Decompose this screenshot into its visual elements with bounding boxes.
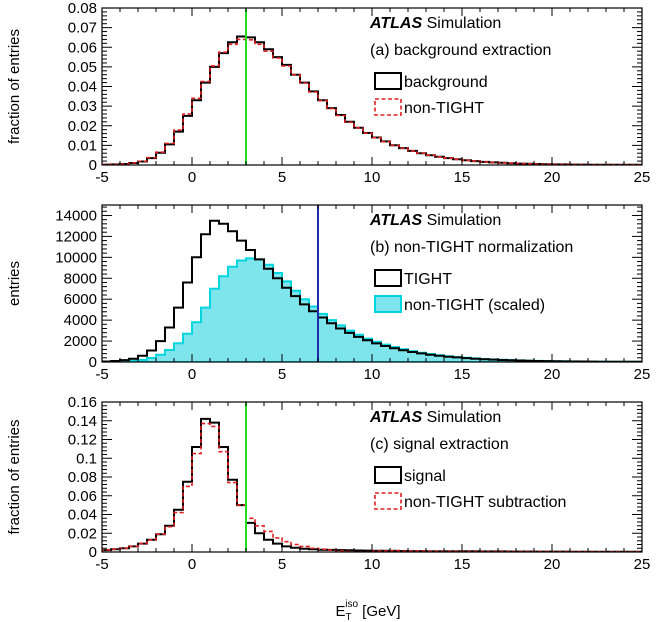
x-tick-label: 25 (634, 169, 651, 186)
y-tick-label: 6000 (64, 291, 97, 308)
y-tick-label: 0.16 (68, 394, 97, 411)
panel-a: -5 0 5 10 15 20 2500.010.020.030.040.050.060.0… (6, 0, 650, 186)
y-tick-label: 0.03 (68, 98, 97, 115)
x-tick-label: 10 (364, 556, 381, 573)
y-axis-label: entries (6, 261, 23, 306)
y-tick-label: 0.04 (68, 79, 97, 96)
legend-label: TIGHT (404, 271, 452, 288)
x-axis-label: ETiso [GeV] (335, 599, 400, 622)
brand-text: ATLAS Simulation (369, 212, 501, 229)
brand-atlas: ATLAS (369, 409, 422, 426)
x-tick-label: 0 (188, 556, 196, 573)
panel-b: -5 0 5 10 15 20 250200040006000800010000120001… (6, 204, 651, 383)
x-tick-label: 5 (278, 556, 286, 573)
legend-label: non-TIGHT subtraction (404, 494, 566, 511)
brand-simulation: Simulation (422, 212, 501, 229)
brand-atlas: ATLAS (369, 15, 422, 32)
y-tick-label: 12000 (55, 228, 97, 245)
brand-text: ATLAS Simulation (369, 409, 501, 426)
x-tick-label: 0 (188, 169, 196, 186)
y-tick-label: 14000 (55, 207, 97, 224)
y-tick-label: 0.14 (68, 413, 97, 430)
panel-annotation: (b) non-TIGHT normalization (370, 239, 573, 256)
brand-text: ATLAS Simulation (369, 15, 501, 32)
legend-swatch (374, 98, 402, 116)
x-tick-label: 25 (634, 366, 651, 383)
y-tick-label: 0.02 (68, 118, 97, 135)
x-axis-label-unit: [GeV] (358, 603, 401, 620)
y-tick-label: 0.05 (68, 59, 97, 76)
y-tick-label: 0.01 (68, 137, 97, 154)
y-tick-label: 4000 (64, 312, 97, 329)
y-tick-label: 0.1 (76, 450, 97, 467)
legend-label: non-TIGHT (scaled) (404, 297, 545, 314)
y-tick-label: 0.08 (68, 469, 97, 486)
y-tick-label: 0.07 (68, 20, 97, 37)
y-tick-label: 0.12 (68, 432, 97, 449)
panel-annotation: (a) background extraction (370, 42, 551, 59)
y-tick-label: 0.06 (68, 39, 97, 56)
x-tick-label: 15 (454, 366, 471, 383)
brand-atlas: ATLAS (369, 212, 422, 229)
x-tick-label: 5 (278, 169, 286, 186)
panels: -5 0 5 10 15 20 2500.010.020.030.040.050.060.0… (6, 0, 650, 573)
panel-c: -5 0 5 10 15 20 2500.020.040.060.080.10.120.14… (6, 394, 650, 573)
brand-simulation: Simulation (422, 15, 501, 32)
x-tick-label: 15 (454, 556, 471, 573)
y-tick-label: 0.04 (68, 507, 97, 524)
x-tick-label: -5 (95, 556, 108, 573)
y-tick-label: 0 (89, 354, 97, 371)
y-tick-label: 2000 (64, 333, 97, 350)
legend-swatch (374, 269, 402, 287)
plot-area (102, 205, 642, 362)
series-line-b-0 (102, 219, 642, 362)
y-tick-label: 0 (89, 544, 97, 561)
legend-label: signal (404, 468, 446, 485)
x-axis-label-sup: iso (345, 599, 358, 610)
x-tick-label: 20 (544, 366, 561, 383)
x-tick-label: 10 (364, 169, 381, 186)
y-tick-label: 0 (89, 157, 97, 174)
plot-area (102, 8, 642, 165)
x-axis-label-main: E (335, 603, 345, 620)
x-tick-label: -5 (95, 366, 108, 383)
legend-swatch (374, 295, 402, 313)
legend-label: non-TIGHT (404, 100, 484, 117)
legend-label: background (404, 74, 488, 91)
y-axis-label: fraction of entries (6, 29, 23, 144)
x-axis-label-sub: T (345, 612, 351, 622)
brand-simulation: Simulation (422, 409, 501, 426)
y-tick-label: 0.02 (68, 525, 97, 542)
x-tick-label: 15 (454, 169, 471, 186)
y-axis-label: fraction of entries (6, 419, 23, 534)
x-tick-label: 0 (188, 366, 196, 383)
x-tick-label: 20 (544, 169, 561, 186)
x-tick-label: -5 (95, 169, 108, 186)
x-tick-label: 5 (278, 366, 286, 383)
x-tick-label: 10 (364, 366, 381, 383)
x-tick-label: 20 (544, 556, 561, 573)
x-tick-label: 25 (634, 556, 651, 573)
legend-swatch (374, 492, 402, 510)
y-tick-label: 8000 (64, 270, 97, 287)
legend-swatch (374, 72, 402, 90)
series-line-b-1 (102, 257, 642, 362)
series-line-a-1 (102, 38, 642, 165)
y-tick-label: 0.08 (68, 0, 97, 17)
legend-swatch (374, 466, 402, 484)
panel-annotation: (c) signal extraction (370, 436, 509, 453)
y-tick-label: 10000 (55, 249, 97, 266)
y-tick-label: 0.06 (68, 488, 97, 505)
